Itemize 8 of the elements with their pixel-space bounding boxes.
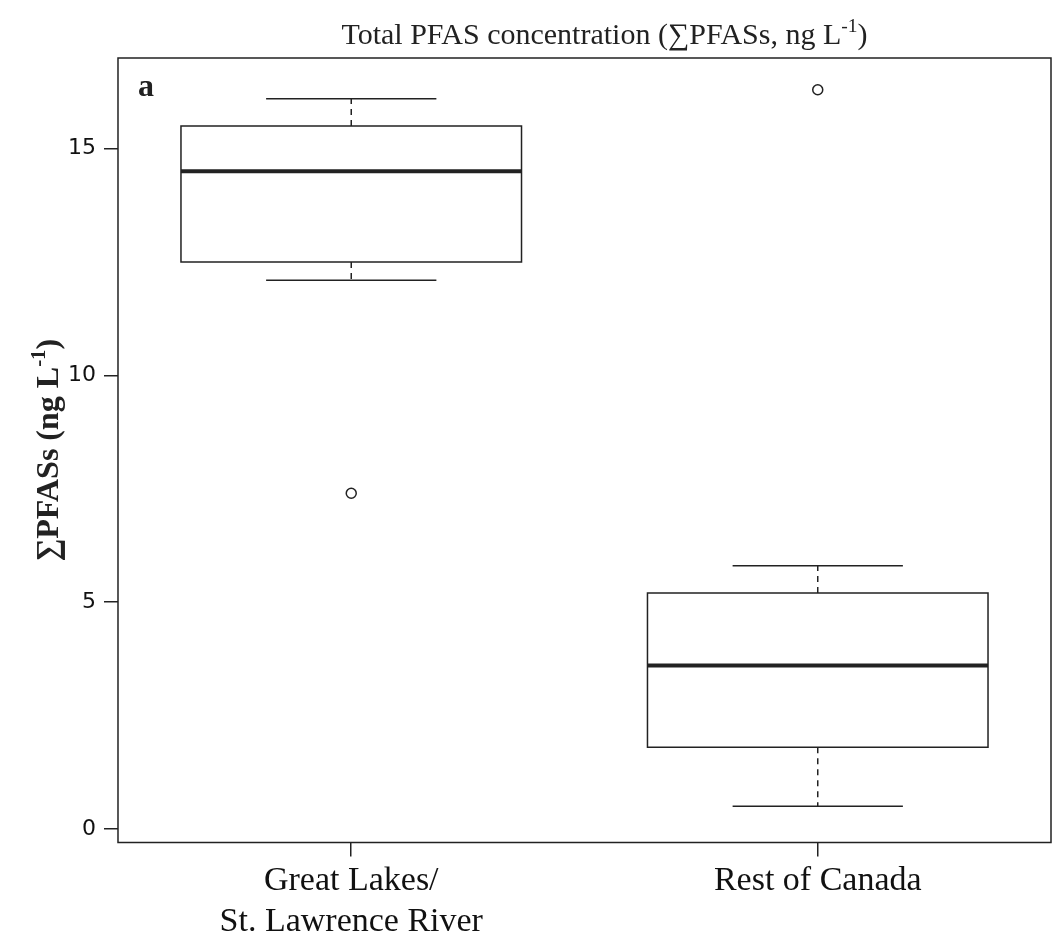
y-tick-label: 15 xyxy=(67,134,96,160)
annotation: a xyxy=(137,67,154,104)
y-tick-label: 5 xyxy=(81,587,96,613)
y-tick-label: 10 xyxy=(67,361,96,387)
y-axis-title: ∑PFASs (ng L-1) xyxy=(26,338,65,562)
x-tick-label: Rest of Canada xyxy=(713,859,922,897)
x-tick-label: Great Lakes/ St. Lawrence River xyxy=(219,859,484,938)
y-tick-label: 0 xyxy=(81,814,96,840)
